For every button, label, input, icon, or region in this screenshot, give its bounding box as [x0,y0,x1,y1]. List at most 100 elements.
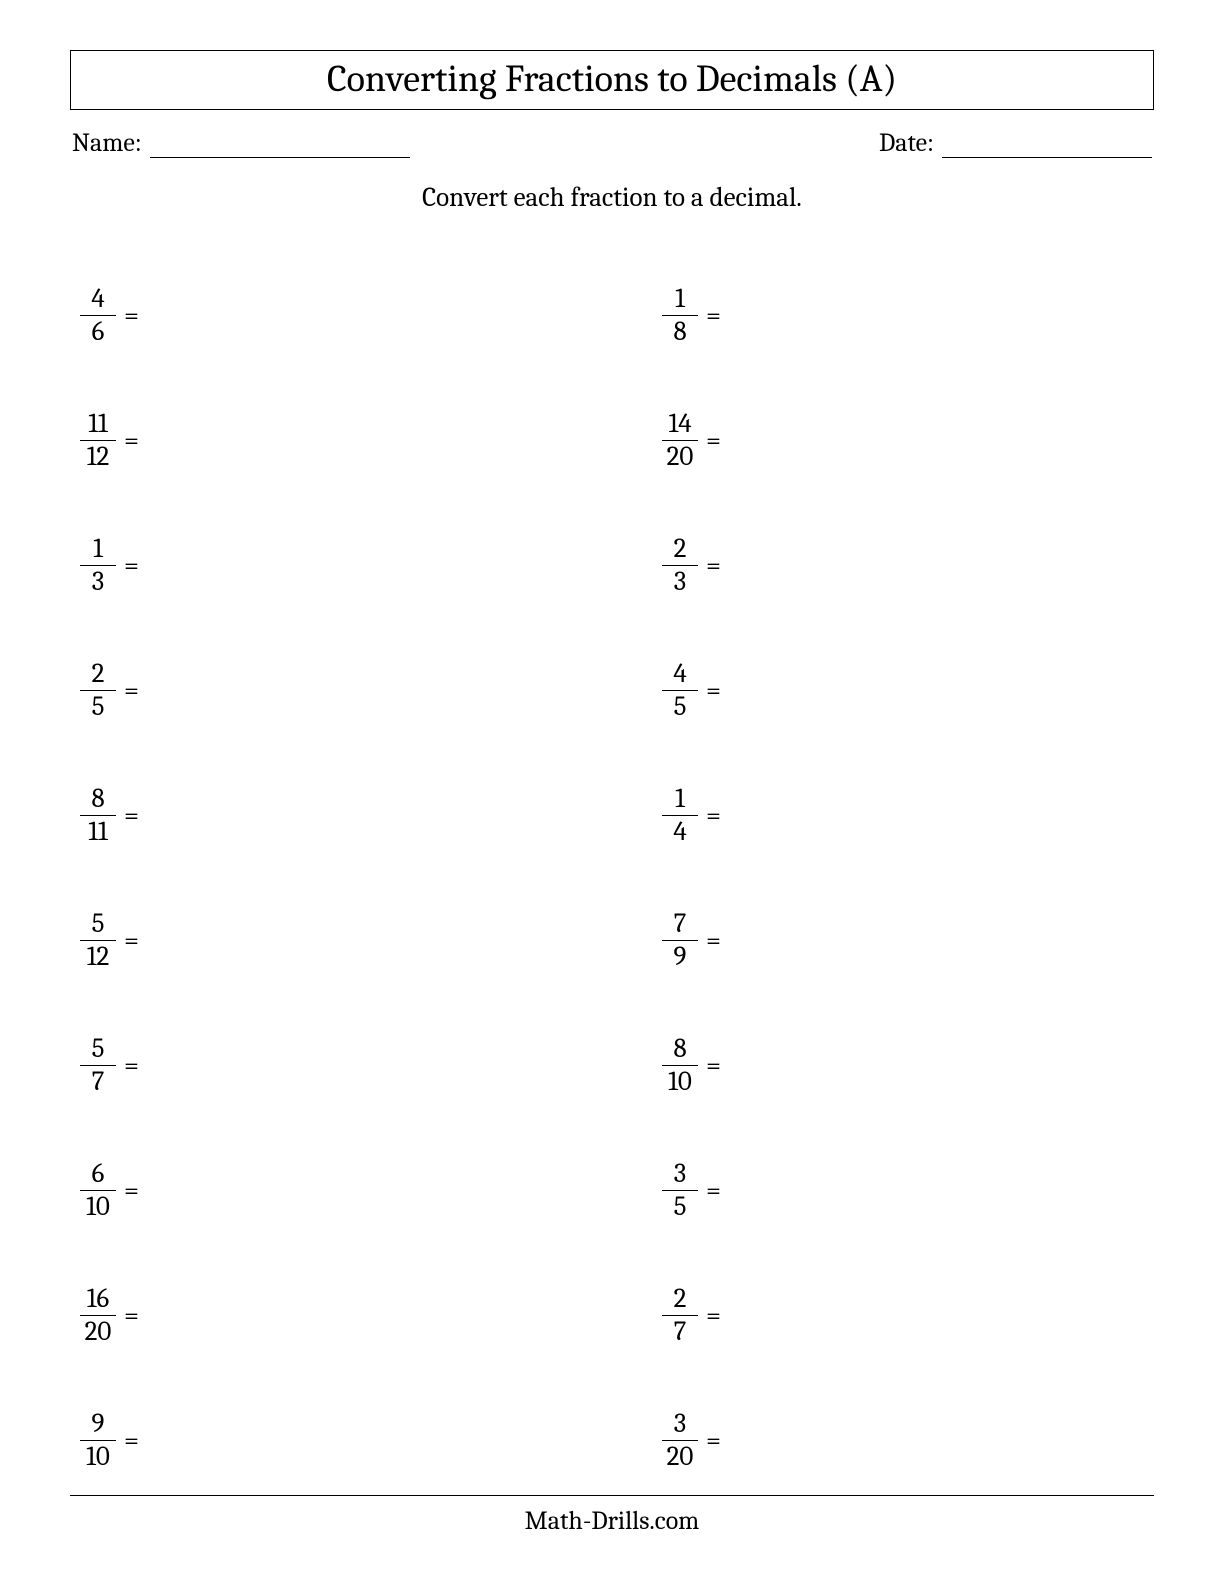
equals-sign: = [124,300,139,331]
fraction-numerator: 11 [84,410,112,439]
problem-cell: 13 = [70,503,612,628]
fraction: 13 [80,535,116,596]
fraction-denominator: 7 [662,1315,698,1346]
problem-cell: 25 = [70,628,612,753]
problem-cell: 23 = [612,503,1154,628]
fraction-denominator: 6 [80,315,116,346]
footer-text: Math-Drills.com [525,1506,700,1536]
equals-sign: = [124,1050,139,1081]
fraction: 1420 [662,410,698,471]
fraction-denominator: 8 [662,315,698,346]
fraction-numerator: 2 [670,535,691,564]
fraction-numerator: 4 [87,285,108,314]
equals-sign: = [706,550,721,581]
fraction: 45 [662,660,698,721]
problem-cell: 810 = [612,1003,1154,1128]
fraction-numerator: 14 [664,410,695,439]
fraction-denominator: 5 [80,690,116,721]
problems-grid: 46=18=1112=1420=13=23=25=45=811=14=512=7… [70,253,1154,1503]
date-field-group: Date: [879,128,1152,158]
fraction-numerator: 2 [88,660,109,689]
problem-cell: 14 = [612,753,1154,878]
fraction-numerator: 6 [88,1160,109,1189]
equals-sign: = [124,800,139,831]
fraction: 23 [662,535,698,596]
fraction-numerator: 7 [670,910,691,939]
fraction: 14 [662,785,698,846]
fraction: 35 [662,1160,698,1221]
problem-cell: 811 = [70,753,612,878]
fraction: 25 [80,660,116,721]
fraction-denominator: 9 [662,940,698,971]
name-input-line[interactable] [150,130,410,158]
problem-cell: 910 = [70,1378,612,1503]
problem-cell: 57 = [70,1003,612,1128]
fraction-denominator: 12 [80,940,116,971]
worksheet-page: Converting Fractions to Decimals (A) Nam… [0,0,1224,1584]
fraction: 320 [662,1410,698,1471]
fraction: 810 [662,1035,698,1096]
fraction-denominator: 20 [80,1315,116,1346]
fraction-numerator: 1 [671,785,689,814]
equals-sign: = [706,1175,721,1206]
fraction-denominator: 12 [80,440,116,471]
fraction-numerator: 1 [671,285,689,314]
fraction-numerator: 3 [670,1160,690,1189]
name-field-group: Name: [72,128,410,158]
problem-cell: 610 = [70,1128,612,1253]
fraction-denominator: 4 [662,815,698,846]
equals-sign: = [124,925,139,956]
fraction-denominator: 20 [662,1440,698,1471]
problem-cell: 35 = [612,1128,1154,1253]
fraction-numerator: 1 [89,535,107,564]
fraction-denominator: 5 [662,690,698,721]
fraction: 27 [662,1285,698,1346]
equals-sign: = [124,425,139,456]
problem-cell: 1620= [70,1253,612,1378]
problem-cell: 46 = [70,253,612,378]
equals-sign: = [124,1425,139,1456]
equals-sign: = [706,925,721,956]
fraction-denominator: 7 [80,1065,116,1096]
footer: Math-Drills.com [70,1495,1154,1536]
fraction-numerator: 8 [87,785,108,814]
fraction: 1112 [80,410,116,471]
meta-row: Name: Date: [70,128,1154,158]
fraction-denominator: 10 [662,1065,698,1096]
date-input-line[interactable] [942,130,1152,158]
fraction-numerator: 5 [88,910,109,939]
equals-sign: = [706,300,721,331]
problem-cell: 18 = [612,253,1154,378]
fraction-numerator: 16 [83,1285,113,1314]
fraction-numerator: 2 [670,1285,691,1314]
date-label: Date: [879,128,934,158]
fraction-numerator: 9 [88,1410,109,1439]
equals-sign: = [124,550,139,581]
problem-cell: 1112 = [70,378,612,503]
equals-sign: = [706,675,721,706]
problem-cell: 79 = [612,878,1154,1003]
fraction: 811 [80,785,116,846]
equals-sign: = [124,675,139,706]
name-label: Name: [72,128,142,158]
problem-cell: 1420= [612,378,1154,503]
fraction: 512 [80,910,116,971]
fraction-denominator: 11 [80,815,116,846]
fraction-denominator: 5 [662,1190,698,1221]
problem-cell: 45 = [612,628,1154,753]
equals-sign: = [706,800,721,831]
fraction-numerator: 8 [669,1035,690,1064]
equals-sign: = [706,1050,721,1081]
problem-cell: 512 = [70,878,612,1003]
problem-cell: 320= [612,1378,1154,1503]
fraction: 910 [80,1410,116,1471]
fraction-denominator: 3 [80,565,116,596]
instructions-text: Convert each fraction to a decimal. [70,182,1154,213]
fraction: 610 [80,1160,116,1221]
equals-sign: = [124,1175,139,1206]
fraction: 79 [662,910,698,971]
fraction: 1620 [80,1285,116,1346]
fraction-numerator: 5 [88,1035,109,1064]
fraction: 46 [80,285,116,346]
fraction-denominator: 20 [662,440,698,471]
